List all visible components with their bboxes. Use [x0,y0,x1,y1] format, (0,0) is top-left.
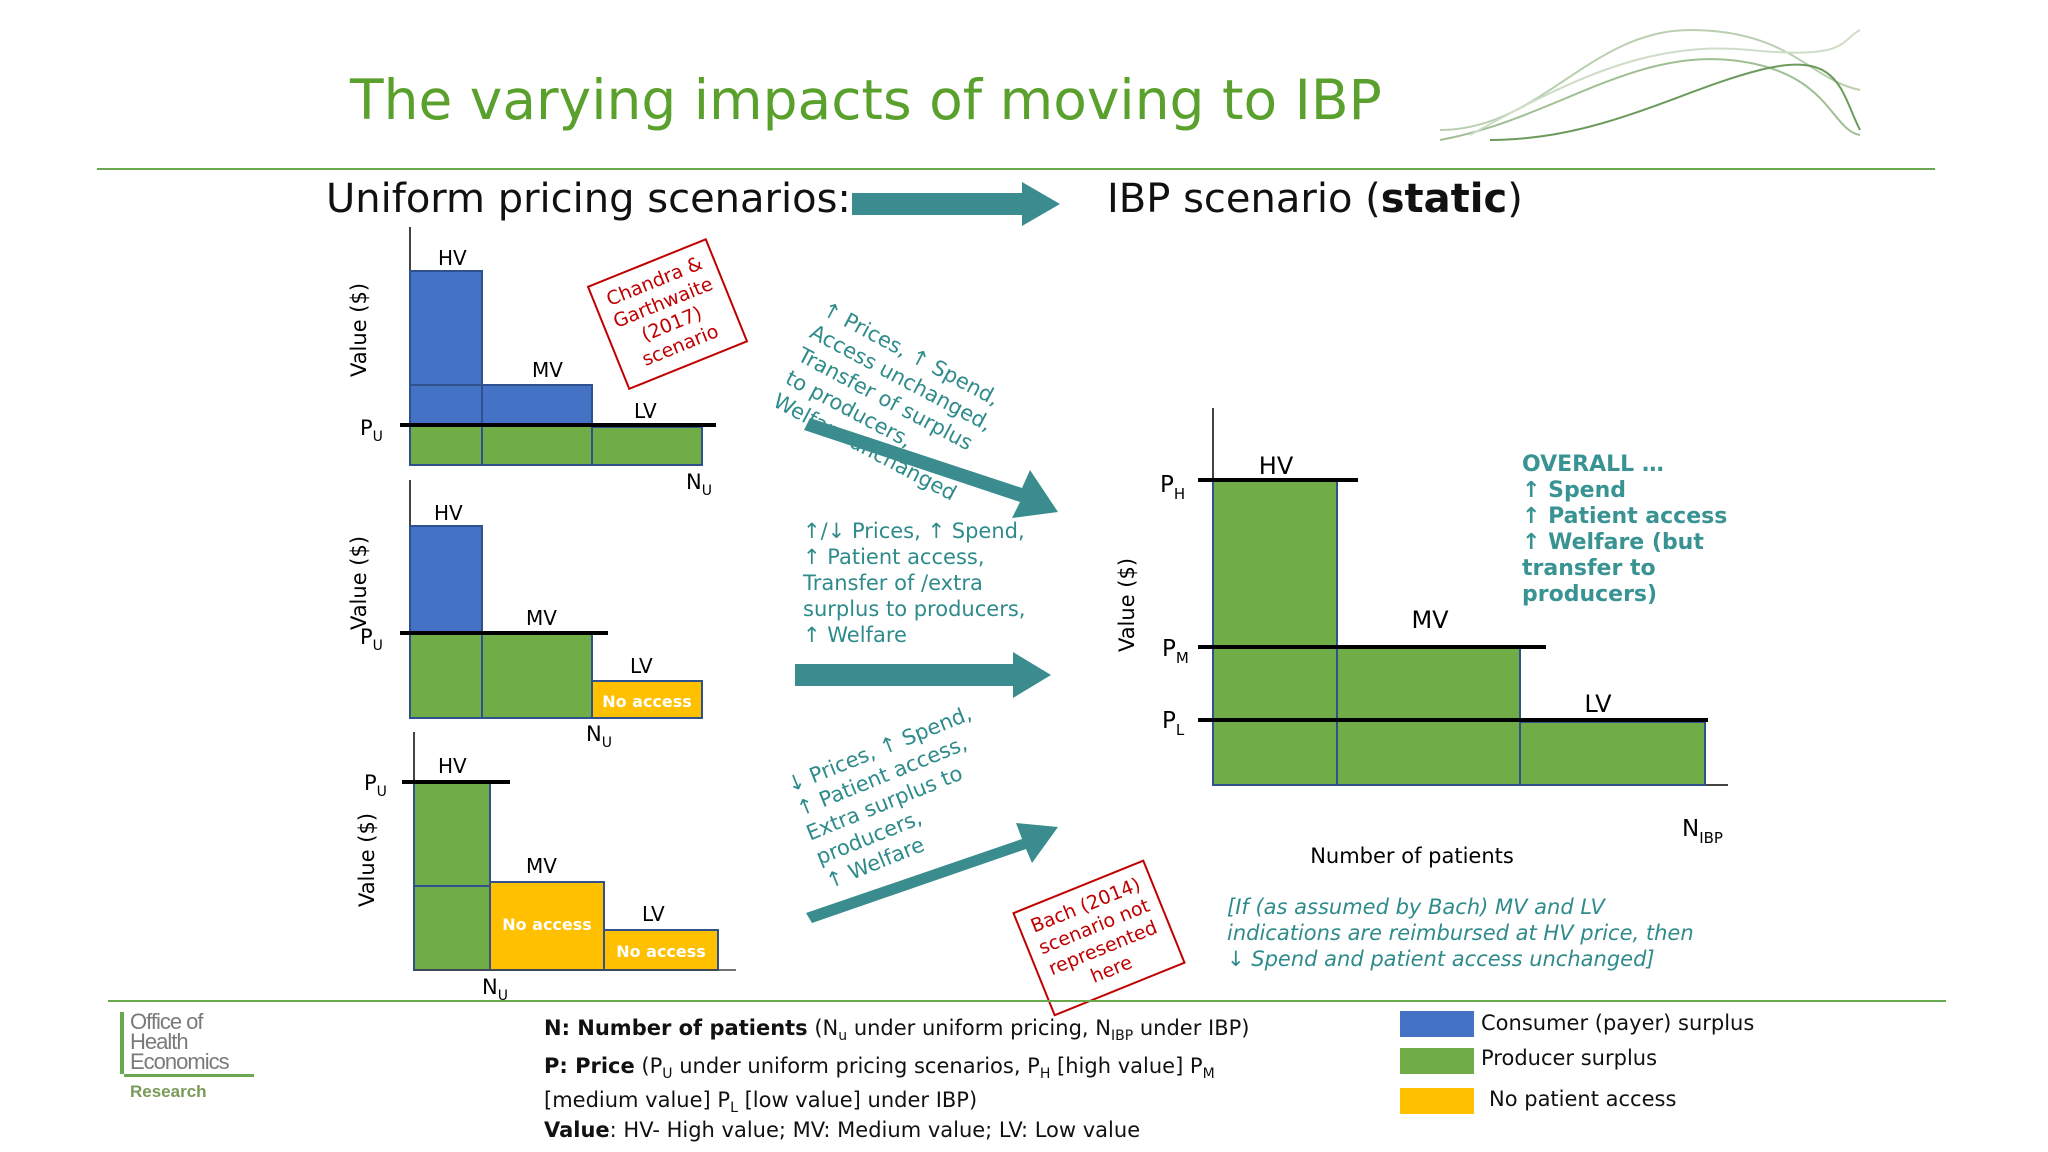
y-axis-label: Value ($) [347,283,371,377]
footer-divider [108,1000,1946,1002]
uniform-heading: Uniform pricing scenarios: [326,176,851,222]
label-hv: HV [438,246,467,270]
bar-mv-consumer-block [481,384,593,426]
bar-hv-producer [409,424,483,466]
overall-summary: OVERALL … ↑ Spend ↑ Patient access ↑ Wel… [1522,452,1728,607]
uniform-chart-1: Value ($) HV MV LV PU NU [347,227,716,499]
legend-label-consumer: Consumer (payer) surplus [1481,1011,1755,1035]
footer-p-definition: P: Price (PU under uniform pricing scena… [544,1054,1215,1117]
label-mv: MV [1411,606,1449,634]
page-title: The varying impacts of moving to IBP [350,68,1382,132]
bar-mv-producer [481,632,593,719]
bar-mv-producer [481,424,593,466]
label-no-access: No access [602,692,692,711]
bar-lv-producer [591,426,703,466]
bar-mv-producer-upper [1336,646,1521,721]
bar-hv-producer-lower [1212,719,1338,786]
bar-lv-producer [1519,721,1706,786]
y-axis-label: Value ($) [347,536,371,630]
label-no-access-mv: No access [502,915,592,934]
label-lv: LV [642,902,665,926]
bar-hv-consumer-lower [409,384,483,426]
middle-scenario-arrow-icon [795,652,1051,698]
bar-lv-noaccess [603,929,719,971]
legend-swatch-producer [1400,1048,1474,1074]
ohe-logo: Office of Health Economics Research [120,1010,280,1105]
bar-hv-consumer [409,525,483,634]
bar-lv-noaccess [591,680,703,719]
ibp-heading: IBP scenario (static) [1107,176,1523,222]
y-axis-label: Value ($) [1115,558,1139,652]
label-lv: LV [630,654,653,678]
footer-value-definition: Value: HV- High value; MV: Medium value;… [544,1118,1141,1142]
uniform-chart-2: Value ($) HV MV LV No access PU NU [347,480,703,751]
heading-arrow-icon [852,182,1060,226]
legend-label-producer: Producer surplus [1481,1046,1658,1070]
label-pu: PU [364,771,387,800]
label-mv: MV [526,854,557,878]
label-pl: PL [1162,708,1185,739]
bar-hv-producer [409,632,483,719]
legend-label-no-access: No patient access [1489,1087,1677,1111]
ibp-chart: Value ($) HV MV LV PH PM PL NIBP Number … [1115,408,1728,868]
label-nu: NU [686,470,712,499]
middle-arrow-note: ↑/↓ Prices, ↑ Spend, ↑ Patient access, T… [803,519,1026,647]
bottom-scenario-arrow-icon [806,823,1058,923]
y-axis-label: Value ($) [355,813,379,907]
top-scenario-arrow-icon [804,418,1058,518]
label-pm: PM [1162,636,1189,667]
bach-assumption-note: [If (as assumed by Bach) MV and LV indic… [1227,895,1694,971]
label-pu: PU [360,625,383,654]
label-nu: NU [586,722,612,751]
label-no-access-lv: No access [616,942,706,961]
label-n-ibp: NIBP [1682,816,1723,847]
label-hv: HV [438,754,467,778]
bar-mv-noaccess [489,881,605,971]
label-mv: MV [526,606,557,630]
uniform-chart-3: Value ($) HV MV LV No access No access P… [355,732,736,1004]
decorative-swirl [1439,28,1861,141]
label-hv: HV [1259,452,1294,480]
label-mv: MV [532,358,563,382]
label-lv: LV [1584,690,1612,718]
x-axis-label: Number of patients [1310,844,1514,868]
legend-swatch-no-access [1400,1088,1474,1114]
bar-mv-producer-lower [1336,719,1521,786]
title-divider [97,168,1935,170]
bar-hv-producer [413,781,491,887]
bar-hv-producer-upper [1212,479,1338,648]
label-pu: PU [360,416,383,445]
label-hv: HV [434,501,463,525]
footer-n-definition: N: Number of patients (Nu under uniform … [544,1016,1250,1045]
bar-hv-producer-lower [413,885,491,971]
label-nu: NU [482,975,508,1004]
bar-hv-producer-mid [1212,646,1338,721]
label-ph: PH [1160,472,1185,503]
label-lv: LV [634,399,657,423]
legend-swatch-consumer [1400,1011,1474,1037]
bar-hv-consumer [409,270,483,387]
